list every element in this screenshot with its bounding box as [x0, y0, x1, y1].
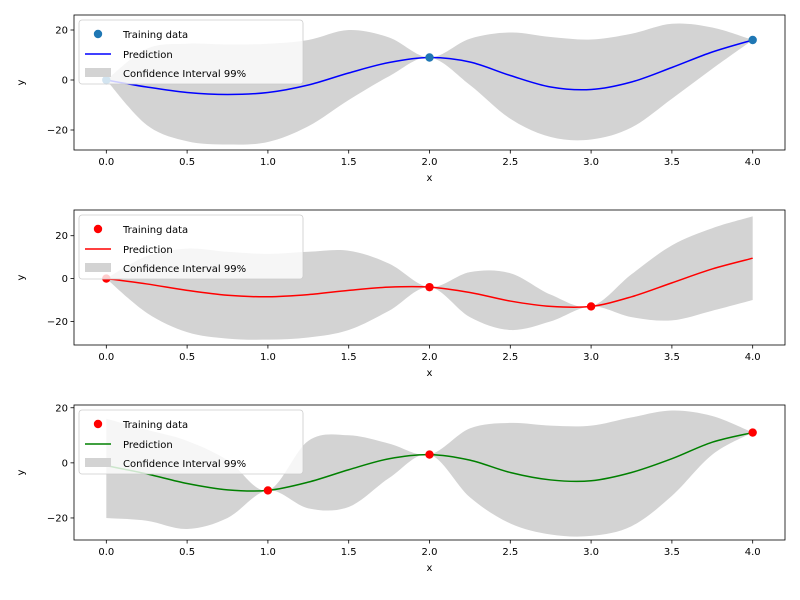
x-tick-label: 2.0	[422, 547, 438, 558]
legend-label-confidence: Confidence Interval 99%	[123, 459, 246, 470]
x-tick-label: 1.5	[341, 157, 357, 168]
y-tick-label: −20	[47, 126, 68, 137]
x-tick-label: 1.0	[260, 547, 276, 558]
y-tick-label: 20	[55, 231, 68, 242]
x-tick-label: 3.5	[664, 352, 680, 363]
legend-marker-confidence	[85, 263, 111, 272]
x-axis-label: x	[427, 368, 433, 379]
legend-label-confidence: Confidence Interval 99%	[123, 69, 246, 80]
x-tick-label: 2.5	[502, 157, 518, 168]
x-tick-label: 1.5	[341, 547, 357, 558]
training-point	[748, 428, 757, 437]
y-tick-label: 0	[62, 76, 68, 87]
x-tick-label: 0.0	[98, 352, 114, 363]
x-tick-label: 0.0	[98, 157, 114, 168]
plot-area	[106, 410, 757, 537]
x-tick-label: 4.0	[745, 547, 761, 558]
legend-marker-training	[93, 29, 103, 39]
training-point	[748, 35, 757, 45]
x-tick-label: 2.5	[502, 352, 518, 363]
x-tick-label: 0.5	[179, 157, 195, 168]
legend-marker-confidence	[85, 68, 111, 77]
x-axis-label: x	[427, 563, 433, 574]
chart-panel-2: 0.0 0.5 1.0 1.5 2.0 2.5 3.0 3.5 4.0 −20 0 20 x y Train…	[16, 209, 786, 379]
training-point	[263, 486, 273, 495]
y-tick-label: 20	[55, 26, 68, 37]
x-tick-label: 2.0	[422, 157, 438, 168]
legend: Training data Prediction Confidence Interv…	[78, 19, 304, 85]
y-tick-label: 20	[55, 403, 68, 414]
legend: Training data Prediction Confidence Interv…	[78, 214, 304, 280]
y-axis-label: y	[16, 469, 27, 475]
legend-frame	[78, 19, 304, 85]
x-tick-label: 0.5	[179, 352, 195, 363]
x-tick-label: 3.5	[664, 547, 680, 558]
legend-marker-training	[93, 224, 103, 234]
legend-label-confidence: Confidence Interval 99%	[123, 264, 246, 275]
y-tick-label: 0	[62, 458, 68, 469]
x-tick-label: 2.5	[502, 547, 518, 558]
training-point	[425, 450, 434, 459]
x-tick-label: 3.0	[583, 157, 599, 168]
x-tick-label: 3.0	[583, 352, 599, 363]
legend-marker-training	[93, 419, 103, 429]
legend-label-training: Training data	[122, 30, 188, 41]
legend-label-prediction: Prediction	[123, 50, 173, 61]
x-tick-label: 3.5	[664, 157, 680, 168]
legend-frame	[78, 214, 304, 280]
x-tick-label: 4.0	[745, 157, 761, 168]
legend-label-training: Training data	[122, 225, 188, 236]
legend-frame	[78, 409, 304, 475]
x-tick-label: 4.0	[745, 352, 761, 363]
legend: Training data Prediction Confidence Interv…	[78, 409, 304, 475]
x-tick-label: 1.5	[341, 352, 357, 363]
legend-label-training: Training data	[122, 420, 188, 431]
chart-panel-1: 0.0 0.5 1.0 1.5 2.0 2.5 3.0 3.5 4.0 −20 0 20 x y Train…	[16, 14, 786, 184]
confidence-band	[106, 410, 753, 537]
x-tick-label: 0.0	[98, 547, 114, 558]
confidence-band	[106, 216, 753, 340]
legend-label-prediction: Prediction	[123, 245, 173, 256]
x-tick-label: 1.0	[260, 157, 276, 168]
x-axis-label: x	[427, 173, 433, 184]
legend-marker-confidence	[85, 458, 111, 467]
training-point	[586, 302, 596, 311]
training-point	[425, 282, 434, 292]
y-axis-label: y	[16, 274, 27, 280]
y-tick-label: 0	[62, 274, 68, 285]
x-tick-label: 2.0	[422, 352, 438, 363]
training-point	[425, 53, 434, 62]
y-tick-label: −20	[47, 513, 68, 524]
x-tick-label: 0.5	[179, 547, 195, 558]
y-tick-label: −20	[47, 317, 68, 328]
legend-label-prediction: Prediction	[123, 440, 173, 451]
x-tick-label: 1.0	[260, 352, 276, 363]
chart-panel-3: 0.0 0.5 1.0 1.5 2.0 2.5 3.0 3.5 4.0 −20 0 20 x y Train…	[16, 403, 786, 574]
x-tick-label: 3.0	[583, 547, 599, 558]
y-axis-label: y	[16, 79, 27, 85]
